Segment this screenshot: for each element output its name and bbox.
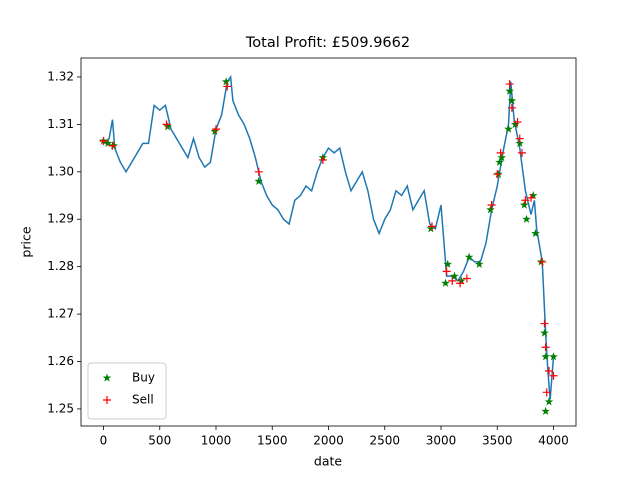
buy-marker bbox=[515, 138, 525, 147]
sell-marker bbox=[505, 80, 514, 89]
sell-marker bbox=[493, 170, 502, 179]
sell-marker bbox=[456, 279, 465, 288]
sell-marker bbox=[527, 193, 535, 202]
sell-marker bbox=[428, 222, 436, 231]
chart-title: Total Profit: £509.9662 bbox=[245, 35, 410, 51]
legend-marker bbox=[102, 373, 112, 382]
x-axis-label: date bbox=[314, 454, 342, 469]
x-tick-label: 1000 bbox=[201, 434, 232, 448]
sell-marker bbox=[448, 276, 457, 285]
sell-marker bbox=[518, 148, 526, 157]
buy-marker bbox=[507, 96, 517, 105]
buy-marker bbox=[504, 124, 513, 133]
sell-marker bbox=[108, 141, 117, 150]
buy-marker bbox=[456, 276, 466, 285]
buy-marker bbox=[522, 214, 531, 223]
buy-marker bbox=[443, 259, 453, 268]
buy-marker bbox=[505, 86, 514, 95]
x-tick-label: 500 bbox=[148, 434, 171, 448]
sell-marker bbox=[212, 125, 220, 134]
y-tick-label: 1.25 bbox=[47, 401, 74, 415]
buy-marker bbox=[486, 205, 495, 214]
buy-marker bbox=[541, 352, 550, 361]
sell-marker bbox=[442, 267, 451, 276]
sell-marker bbox=[487, 201, 496, 210]
buy-marker bbox=[163, 122, 172, 131]
sell-marker bbox=[521, 196, 530, 205]
x-tick-label: 1500 bbox=[257, 434, 288, 448]
y-tick-label: 1.29 bbox=[47, 212, 74, 226]
x-tick-label: 2000 bbox=[313, 434, 344, 448]
sell-marker bbox=[254, 167, 263, 176]
x-tick-label: 0 bbox=[100, 434, 108, 448]
x-tick-label: 2500 bbox=[369, 434, 400, 448]
buy-marker bbox=[540, 328, 549, 337]
buy-marker bbox=[221, 77, 231, 86]
legend-label: Sell bbox=[132, 393, 154, 407]
y-tick-label: 1.30 bbox=[47, 164, 74, 178]
sell-marker bbox=[538, 257, 547, 266]
y-axis-label: price bbox=[19, 226, 34, 257]
buy-marker bbox=[519, 200, 529, 209]
buy-marker bbox=[495, 157, 504, 166]
sell-marker bbox=[99, 136, 108, 145]
sell-marker bbox=[496, 148, 505, 157]
sell-marker bbox=[545, 366, 553, 375]
x-tick-label: 3500 bbox=[482, 434, 513, 448]
buy-marker bbox=[210, 127, 220, 136]
y-tick-label: 1.26 bbox=[47, 354, 74, 368]
buy-marker bbox=[497, 153, 507, 162]
buy-marker bbox=[474, 259, 484, 268]
sell-marker bbox=[318, 155, 327, 164]
sell-marker bbox=[541, 343, 550, 352]
x-tick-label: 3000 bbox=[426, 434, 457, 448]
sell-marker bbox=[513, 118, 522, 127]
legend-label: Buy bbox=[132, 371, 155, 385]
y-tick-label: 1.27 bbox=[47, 307, 74, 321]
buy-marker bbox=[254, 176, 264, 185]
sell-marker bbox=[549, 371, 558, 380]
x-tick-label: 4000 bbox=[538, 434, 569, 448]
y-tick-label: 1.28 bbox=[47, 259, 74, 273]
buy-marker bbox=[426, 224, 436, 233]
sell-marker bbox=[462, 274, 471, 283]
buy-marker bbox=[464, 252, 474, 261]
buy-marker bbox=[531, 228, 540, 238]
y-tick-label: 1.31 bbox=[47, 117, 74, 131]
sell-marker bbox=[540, 319, 549, 328]
sell-marker bbox=[162, 120, 171, 129]
sell-marker bbox=[515, 134, 524, 143]
buy-marker bbox=[103, 138, 113, 147]
buy-marker bbox=[510, 119, 520, 129]
buy-marker bbox=[549, 352, 558, 361]
buy-marker bbox=[528, 191, 538, 200]
y-tick-label: 1.32 bbox=[47, 69, 74, 83]
legend: Buy Sell bbox=[87, 362, 167, 420]
legend-marker bbox=[103, 396, 111, 404]
buy-marker bbox=[544, 397, 554, 406]
plot-frame bbox=[80, 57, 577, 427]
buy-marker bbox=[541, 406, 550, 415]
buy-marker bbox=[450, 271, 459, 280]
sell-marker bbox=[542, 388, 551, 397]
sell-marker bbox=[223, 82, 232, 91]
sell-marker bbox=[507, 103, 516, 112]
buy-marker bbox=[441, 278, 450, 287]
price-line bbox=[103, 74, 555, 400]
